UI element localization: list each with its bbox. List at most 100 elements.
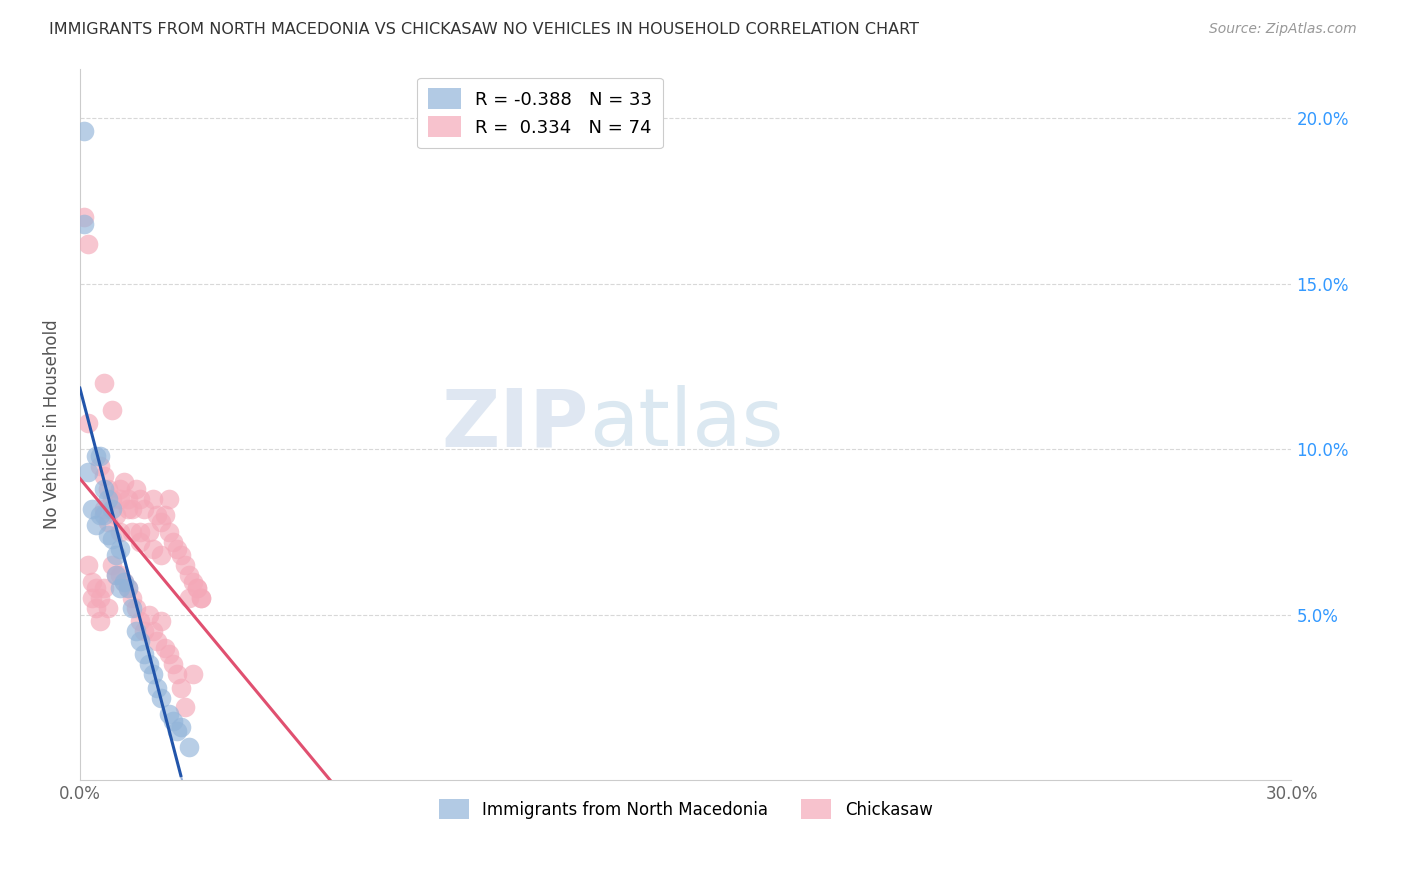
Point bbox=[134, 648, 156, 662]
Point bbox=[173, 558, 195, 573]
Point bbox=[134, 501, 156, 516]
Point bbox=[121, 601, 143, 615]
Point bbox=[110, 491, 132, 506]
Point bbox=[166, 723, 188, 738]
Text: Source: ZipAtlas.com: Source: ZipAtlas.com bbox=[1209, 22, 1357, 37]
Point bbox=[84, 582, 107, 596]
Point bbox=[89, 508, 111, 523]
Point bbox=[186, 582, 208, 596]
Point bbox=[153, 640, 176, 655]
Point bbox=[142, 667, 165, 681]
Point bbox=[77, 237, 100, 252]
Point bbox=[121, 524, 143, 539]
Point bbox=[80, 501, 103, 516]
Point bbox=[73, 124, 96, 138]
Point bbox=[112, 574, 135, 589]
Point bbox=[177, 740, 200, 755]
Point bbox=[110, 541, 132, 556]
Point bbox=[80, 591, 103, 606]
Point bbox=[97, 515, 120, 529]
Point bbox=[129, 535, 152, 549]
Point bbox=[138, 524, 160, 539]
Point bbox=[84, 449, 107, 463]
Point bbox=[93, 468, 115, 483]
Point bbox=[125, 601, 148, 615]
Point bbox=[177, 591, 200, 606]
Point bbox=[117, 501, 139, 516]
Y-axis label: No Vehicles in Household: No Vehicles in Household bbox=[44, 319, 60, 529]
Point bbox=[97, 528, 120, 542]
Point bbox=[110, 582, 132, 596]
Point bbox=[162, 535, 184, 549]
Point bbox=[93, 582, 115, 596]
Point bbox=[97, 601, 120, 615]
Point bbox=[121, 501, 143, 516]
Point bbox=[149, 515, 172, 529]
Point bbox=[186, 582, 208, 596]
Point bbox=[89, 615, 111, 629]
Point bbox=[73, 211, 96, 225]
Point bbox=[162, 714, 184, 728]
Point bbox=[101, 532, 124, 546]
Point bbox=[145, 508, 167, 523]
Point bbox=[117, 491, 139, 506]
Point bbox=[157, 707, 180, 722]
Text: IMMIGRANTS FROM NORTH MACEDONIA VS CHICKASAW NO VEHICLES IN HOUSEHOLD CORRELATIO: IMMIGRANTS FROM NORTH MACEDONIA VS CHICK… bbox=[49, 22, 920, 37]
Point bbox=[97, 482, 120, 496]
Point bbox=[149, 690, 172, 705]
Point bbox=[101, 558, 124, 573]
Point bbox=[166, 541, 188, 556]
Point bbox=[112, 574, 135, 589]
Point bbox=[157, 491, 180, 506]
Point bbox=[153, 508, 176, 523]
Point bbox=[77, 558, 100, 573]
Point bbox=[170, 720, 193, 734]
Point bbox=[89, 591, 111, 606]
Point bbox=[173, 700, 195, 714]
Point bbox=[149, 548, 172, 562]
Text: ZIP: ZIP bbox=[441, 385, 589, 464]
Point bbox=[101, 491, 124, 506]
Point bbox=[190, 591, 212, 606]
Point bbox=[142, 624, 165, 639]
Point bbox=[157, 648, 180, 662]
Point bbox=[110, 524, 132, 539]
Point bbox=[138, 607, 160, 622]
Point bbox=[121, 591, 143, 606]
Point bbox=[157, 524, 180, 539]
Point bbox=[101, 402, 124, 417]
Point bbox=[129, 615, 152, 629]
Point bbox=[93, 376, 115, 390]
Point bbox=[129, 634, 152, 648]
Point bbox=[73, 217, 96, 231]
Point bbox=[149, 615, 172, 629]
Point bbox=[162, 657, 184, 672]
Point bbox=[93, 482, 115, 496]
Point bbox=[110, 482, 132, 496]
Point bbox=[166, 667, 188, 681]
Point bbox=[117, 582, 139, 596]
Point bbox=[181, 574, 204, 589]
Point bbox=[145, 681, 167, 695]
Point bbox=[89, 458, 111, 473]
Point bbox=[105, 568, 128, 582]
Point bbox=[105, 508, 128, 523]
Point bbox=[125, 624, 148, 639]
Point bbox=[170, 548, 193, 562]
Point bbox=[77, 416, 100, 430]
Point bbox=[80, 574, 103, 589]
Point bbox=[84, 601, 107, 615]
Point bbox=[177, 568, 200, 582]
Point bbox=[142, 541, 165, 556]
Point bbox=[101, 501, 124, 516]
Point bbox=[77, 466, 100, 480]
Point bbox=[170, 681, 193, 695]
Point bbox=[129, 491, 152, 506]
Point bbox=[105, 568, 128, 582]
Point bbox=[145, 634, 167, 648]
Point bbox=[129, 524, 152, 539]
Text: atlas: atlas bbox=[589, 385, 783, 464]
Point bbox=[190, 591, 212, 606]
Point bbox=[105, 548, 128, 562]
Point bbox=[97, 491, 120, 506]
